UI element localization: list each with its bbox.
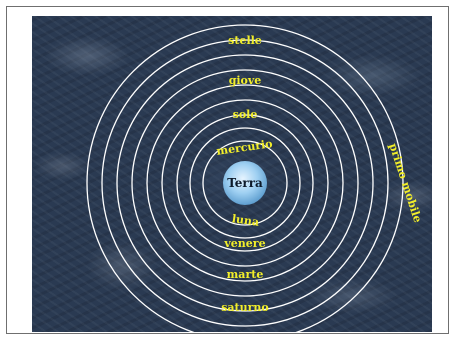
- label-primo-mobile: primo mobile: [386, 142, 424, 224]
- label-luna: luna: [231, 212, 260, 229]
- earth-label: Terra: [227, 176, 263, 190]
- figure-frame: Terra stelle giove sole mercurio luna ve…: [6, 6, 449, 334]
- orbit-ring-sole: [161, 99, 329, 267]
- label-giove: giove: [229, 74, 262, 87]
- geocentric-diagram: Terra stelle giove sole mercurio luna ve…: [32, 16, 432, 332]
- orbit-ring-marte: [146, 84, 344, 282]
- earth-globe: [223, 161, 267, 205]
- orbit-ring-giove: [131, 69, 359, 297]
- label-stelle: stelle: [228, 34, 262, 47]
- geocentric-svg: Terra stelle giove sole mercurio luna ve…: [86, 24, 424, 332]
- label-saturno: saturno: [221, 301, 269, 314]
- label-mercurio: mercurio: [216, 137, 274, 158]
- label-sole: sole: [233, 108, 258, 121]
- orbit-ring-venere: [176, 114, 314, 252]
- label-venere: venere: [223, 237, 265, 250]
- orbit-ring-luna: [202, 140, 288, 226]
- orbit-ring-stelle: [101, 39, 389, 327]
- orbit-ring-saturno: [116, 54, 374, 312]
- label-marte: marte: [227, 268, 264, 281]
- orbit-ring-primo-mobile: [86, 24, 404, 332]
- orbit-ring-mercurio: [189, 127, 301, 239]
